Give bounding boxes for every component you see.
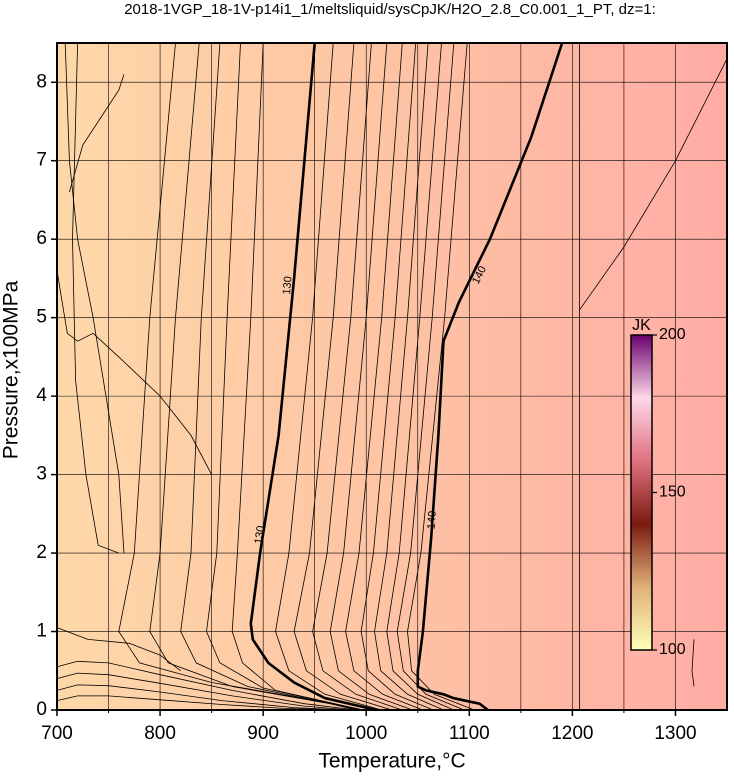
contour-line [118, 42, 356, 711]
plot-background [57, 43, 727, 710]
contour-line [56, 270, 212, 475]
contour-line [374, 42, 444, 711]
contour-label-group: 130 [281, 276, 295, 295]
y-tick-label: 2 [36, 542, 47, 563]
contour-line [231, 42, 365, 711]
plot-frame [56, 42, 728, 711]
contour-label: 140 [425, 511, 438, 530]
contour-line [407, 42, 475, 711]
colorbar-tick-label: 100 [659, 641, 686, 658]
contour-line [396, 42, 465, 711]
contour-label: 130 [253, 525, 268, 545]
colorbar-label: JK [632, 317, 651, 334]
x-tick-label: 1000 [345, 723, 387, 744]
contour-line [275, 42, 382, 711]
y-tick-label: 0 [36, 699, 47, 720]
colorbar-tick-label: 200 [659, 326, 686, 343]
contour-line [180, 42, 361, 711]
contour-line-bold [416, 42, 564, 712]
y-axis-label: Pressure,x100MPa [0, 280, 23, 459]
contour-line [312, 42, 403, 711]
x-tick-label: 1200 [551, 723, 593, 744]
contour-line [72, 42, 119, 554]
x-tick-label: 1100 [449, 723, 490, 744]
contour-line [69, 74, 125, 193]
x-tick-label: 900 [247, 723, 279, 744]
x-tick-label: 1300 [654, 723, 696, 744]
x-axis-label: Temperature,°C [318, 750, 465, 773]
contour-line [579, 58, 728, 311]
contour-line [56, 684, 346, 711]
contour-label-group: 140 [470, 264, 489, 286]
y-tick-label: 5 [36, 307, 47, 328]
contour-line-bold [249, 42, 377, 712]
contour-line [345, 42, 424, 711]
x-tick-label: 800 [144, 723, 176, 744]
y-tick-label: 8 [36, 71, 47, 92]
contour-line [329, 42, 413, 711]
contour-line [64, 42, 125, 554]
y-tick-label: 4 [36, 385, 47, 406]
contour-line [56, 672, 351, 711]
contour-label-group: 140 [425, 511, 438, 530]
contour-label: 130 [281, 276, 295, 295]
y-tick-label: 6 [36, 228, 47, 249]
x-tick-label: 700 [41, 723, 73, 744]
y-tick-label: 7 [36, 150, 47, 171]
chart-title: 2018-1VGP_18-1V-p14i1_1/meltsliquid/sysC… [124, 1, 656, 18]
colorbar-tick-label: 150 [659, 484, 686, 501]
colorbar [630, 334, 653, 651]
contour-line [360, 42, 434, 711]
contour-line [691, 639, 695, 687]
y-tick-label: 1 [36, 621, 47, 642]
contour-line [56, 660, 356, 711]
contour-line [149, 42, 359, 711]
contour-line [386, 42, 454, 711]
contour-label-group: 130 [253, 525, 268, 545]
contour-line [293, 42, 393, 711]
contour-line [56, 627, 181, 672]
contour-line [56, 695, 341, 711]
y-tick-label: 3 [36, 464, 47, 485]
